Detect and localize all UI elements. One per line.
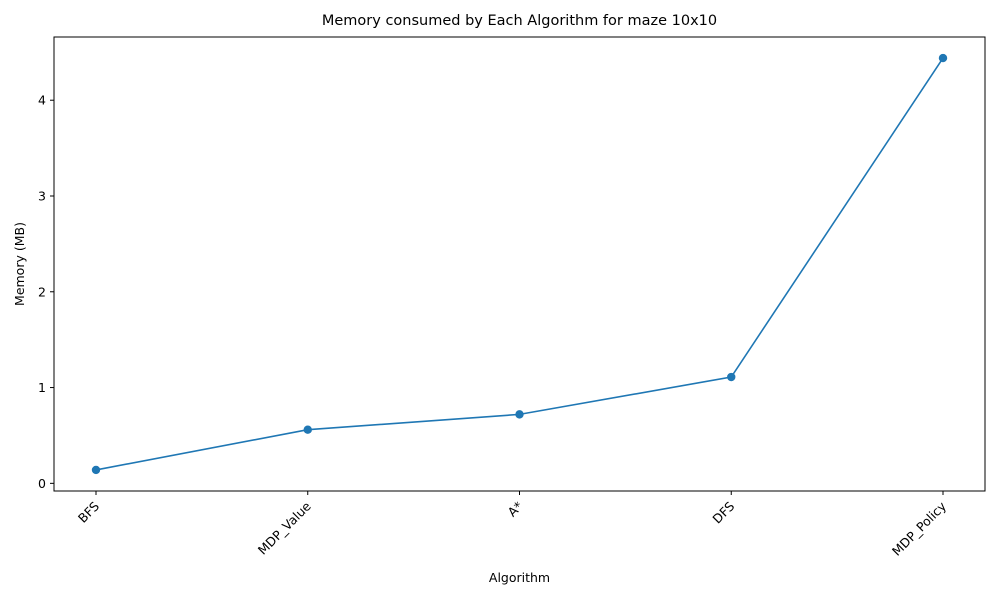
y-tick-label: 3 [38,188,46,203]
x-tick-label: A* [505,499,526,520]
x-tick-label: BFS [75,498,102,525]
x-tick-label: MDP_Policy [889,498,950,559]
data-point [303,425,312,434]
x-axis-label: Algorithm [489,570,550,585]
x-tick-label: DFS [709,498,737,526]
y-tick-label: 0 [38,476,46,491]
data-point [91,465,101,475]
y-tick-label: 1 [38,380,46,395]
y-tick-label: 2 [38,284,46,299]
chart-title: Memory consumed by Each Algorithm for ma… [322,13,717,29]
series-line [95,57,944,471]
data-point [938,53,948,63]
y-tick-label: 4 [38,93,46,108]
plot-area: 0 1 2 3 4 BFS MDP_Value A* DFS MDP_Policy [38,36,986,559]
data-point [515,410,524,419]
data-point [727,372,736,382]
axes-frame [53,36,986,492]
x-tick-label: MDP_Value [255,498,314,557]
y-axis-label: Memory (MB) [12,222,27,306]
